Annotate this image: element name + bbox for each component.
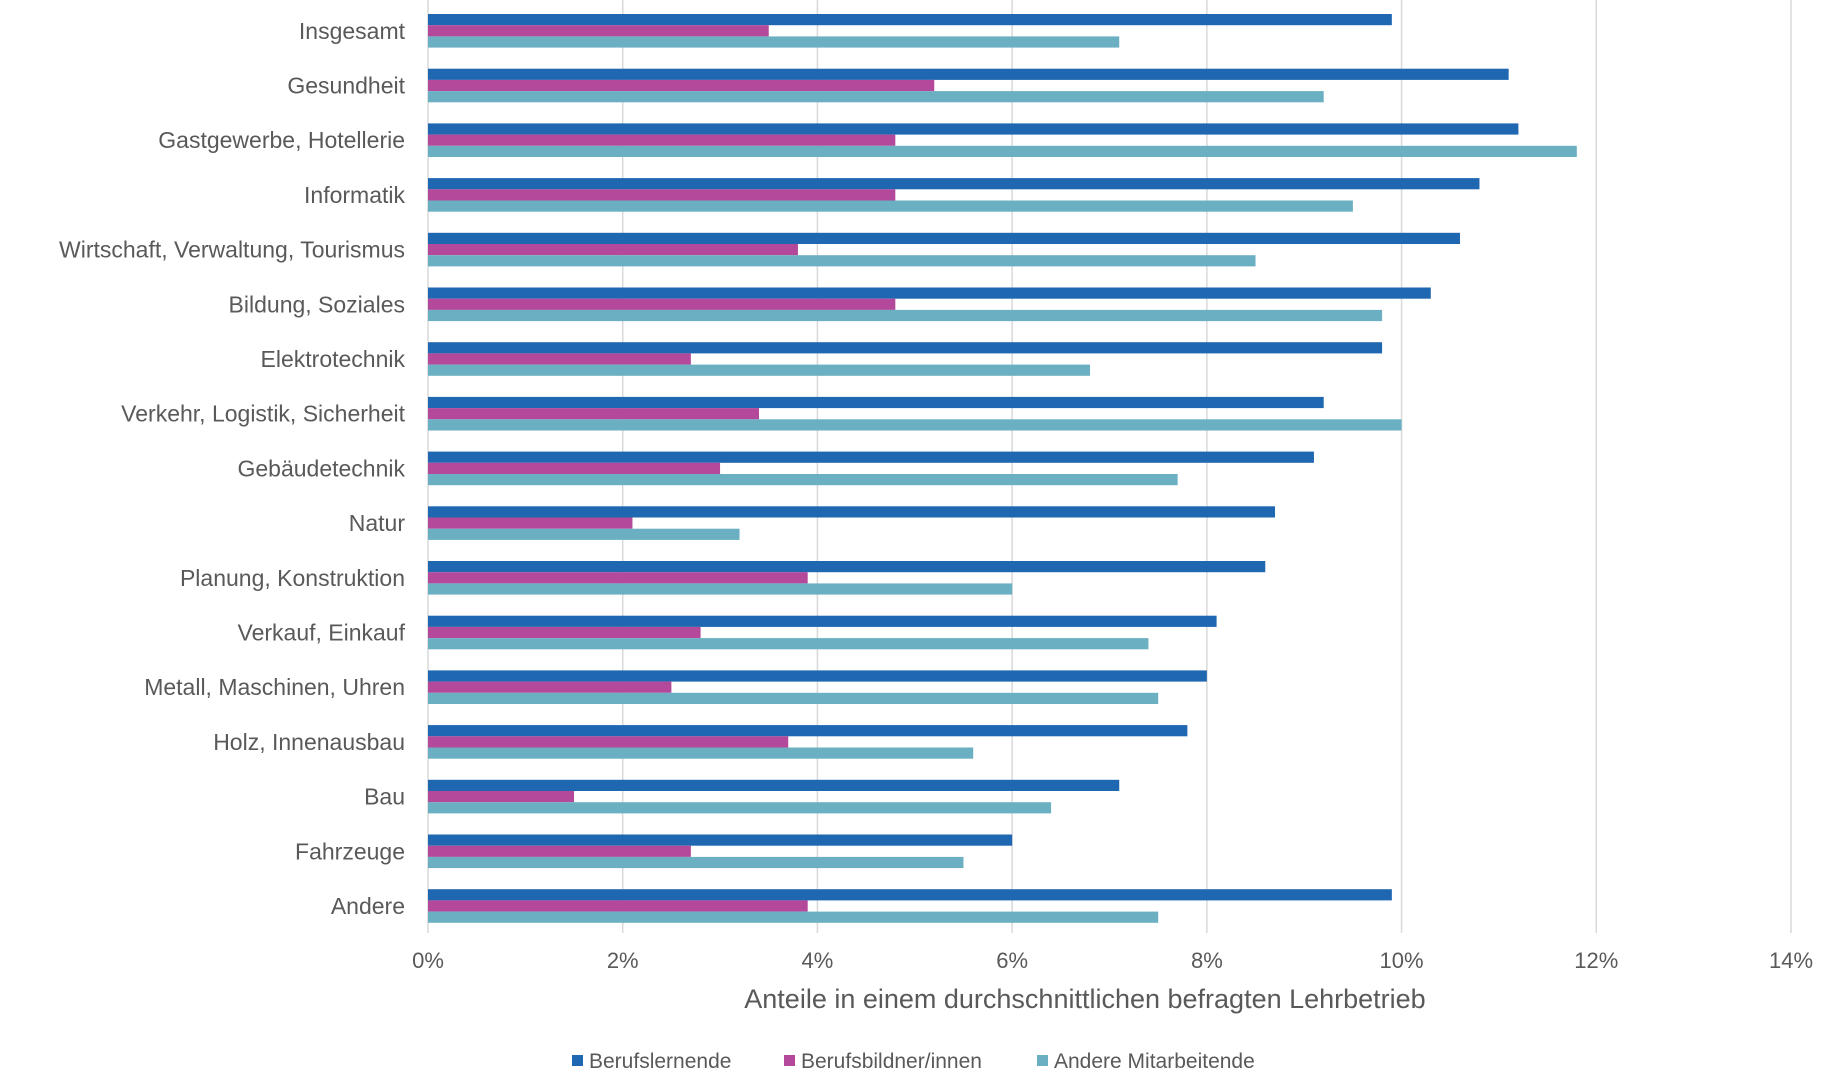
x-tick-label: 12% <box>1574 948 1618 973</box>
bar-2-5 <box>428 244 798 256</box>
bar-3-14 <box>428 747 974 759</box>
bar-2-14 <box>428 736 789 748</box>
category-label: Metall, Maschinen, Uhren <box>144 674 405 700</box>
bar-1-11 <box>428 561 1266 573</box>
category-label: Natur <box>349 510 406 536</box>
category-label: Gebäudetechnik <box>237 455 405 481</box>
bar-1-7 <box>428 342 1383 354</box>
bar-1-13 <box>428 670 1207 682</box>
bar-1-16 <box>428 834 1013 846</box>
bar-1-2 <box>428 68 1509 80</box>
bar-3-3 <box>428 145 1577 157</box>
bar-3-2 <box>428 91 1324 103</box>
legend-swatch <box>572 1055 583 1066</box>
bar-1-4 <box>428 178 1480 190</box>
category-label: Holz, Innenausbau <box>213 729 405 755</box>
legend-swatch <box>1037 1055 1048 1066</box>
bar-1-5 <box>428 232 1460 244</box>
bar-3-4 <box>428 200 1353 212</box>
bar-3-17 <box>428 911 1159 923</box>
category-label: Gastgewerbe, Hotellerie <box>158 127 405 153</box>
legend-label: Andere Mitarbeitende <box>1054 1050 1255 1073</box>
bar-1-3 <box>428 123 1519 135</box>
x-tick-label: 8% <box>1191 948 1223 973</box>
bar-2-4 <box>428 189 896 201</box>
bar-3-13 <box>428 692 1159 704</box>
bar-3-6 <box>428 309 1383 322</box>
category-label: Gesundheit <box>287 73 405 99</box>
x-tick-label: 4% <box>802 948 834 973</box>
x-tick-label: 14% <box>1769 948 1813 973</box>
bar-3-7 <box>428 364 1091 376</box>
bar-1-12 <box>428 615 1217 627</box>
bar-1-17 <box>428 889 1392 901</box>
x-tick-label: 6% <box>996 948 1028 973</box>
bar-3-5 <box>428 255 1256 267</box>
bar-2-13 <box>428 681 672 693</box>
x-tick-label: 0% <box>412 948 444 973</box>
bar-2-16 <box>428 845 691 857</box>
category-label: Informatik <box>304 182 405 208</box>
bar-3-11 <box>428 583 1013 595</box>
legend-swatch <box>784 1055 795 1066</box>
bar-1-6 <box>428 287 1431 299</box>
axes: 0% 2% 4% 6% 8% 10% 12% 14% Insgesamt Gesundheit Ga… <box>59 18 1813 973</box>
bar-2-8 <box>428 408 760 420</box>
bar-1-15 <box>428 779 1120 791</box>
bar-2-7 <box>428 353 691 365</box>
bar-1-1 <box>428 14 1392 26</box>
category-label: Verkauf, Einkauf <box>238 620 406 646</box>
bar-3-1 <box>428 36 1120 48</box>
bar-1-14 <box>428 725 1188 737</box>
bar-2-3 <box>428 134 896 146</box>
bar-2-15 <box>428 791 575 803</box>
bar-3-8 <box>428 419 1402 431</box>
x-axis-title: Anteile in einem durchschnittlichen befr… <box>744 984 1425 1014</box>
bar-3-12 <box>428 638 1149 650</box>
category-label: Verkehr, Logistik, Sicherheit <box>121 401 405 427</box>
bar-3-10 <box>428 528 740 540</box>
legend-label: Berufsbildner/innen <box>801 1050 982 1073</box>
category-label: Planung, Konstruktion <box>180 565 405 591</box>
bar-2-11 <box>428 572 808 584</box>
bar-1-9 <box>428 451 1314 463</box>
bar-3-16 <box>428 856 964 869</box>
category-label: Insgesamt <box>299 18 406 44</box>
legend-label: Berufslernende <box>589 1050 731 1073</box>
bar-2-17 <box>428 900 808 912</box>
bar-3-15 <box>428 802 1052 814</box>
category-label: Bau <box>364 784 405 810</box>
bar-1-8 <box>428 396 1324 409</box>
bar-2-12 <box>428 626 701 639</box>
bar-2-9 <box>428 462 721 474</box>
bar-2-1 <box>428 25 769 37</box>
category-label: Fahrzeuge <box>295 838 405 864</box>
legend: Berufslernende Berufsbildner/innen Andere … <box>572 1050 1255 1073</box>
bars <box>428 14 1577 923</box>
category-label: Bildung, Soziales <box>229 291 405 317</box>
bar-2-10 <box>428 517 633 529</box>
category-label: Elektrotechnik <box>261 346 406 372</box>
category-label: Wirtschaft, Verwaltung, Tourismus <box>59 237 405 263</box>
x-tick-label: 2% <box>607 948 639 973</box>
bar-1-10 <box>428 506 1276 518</box>
category-label: Andere <box>331 893 405 919</box>
bar-2-2 <box>428 79 935 92</box>
bar-2-6 <box>428 298 896 310</box>
bar-3-9 <box>428 474 1178 486</box>
x-tick-label: 10% <box>1380 948 1424 973</box>
